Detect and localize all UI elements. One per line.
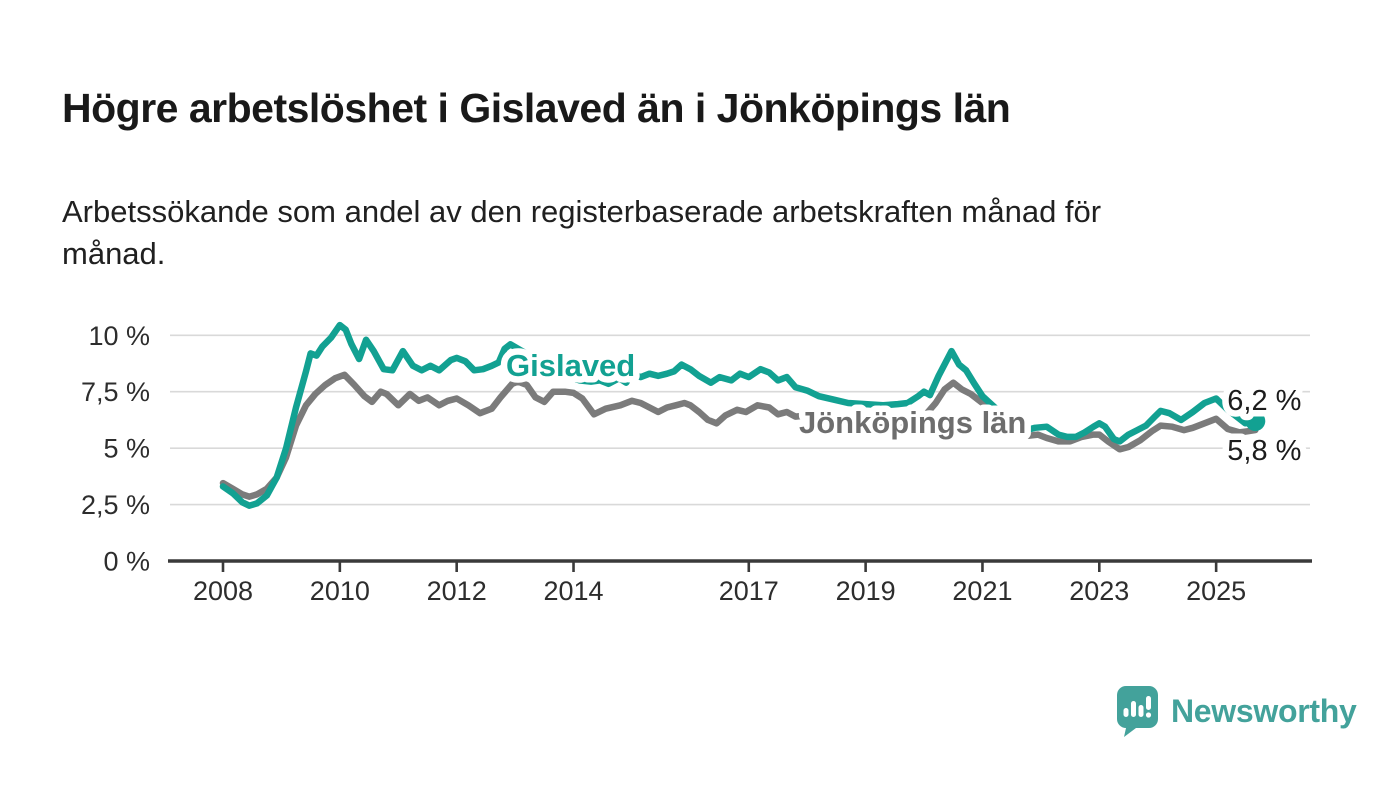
x-axis-tick-label: 2023 <box>1069 576 1129 606</box>
y-axis-tick-label: 7,5 % <box>81 377 150 407</box>
gislaved-series-label: Gislaved <box>506 348 635 383</box>
y-axis-tick-label: 2,5 % <box>81 490 150 520</box>
gislaved-line <box>219 321 1259 509</box>
y-axis-tick-label: 5 % <box>103 434 150 464</box>
logo-bars-icon <box>1123 696 1152 718</box>
gislaved-latest-value-label: 6,2 % <box>1227 385 1301 417</box>
x-axis-tick-label: 2014 <box>543 576 603 606</box>
j-nk-pings-l-n-line <box>219 371 1259 500</box>
x-axis-tick-label: 2017 <box>719 576 779 606</box>
y-axis-tick-label: 0 % <box>103 547 150 577</box>
jonkopings-latest-value-label: 5,8 % <box>1227 435 1301 467</box>
x-axis-tick-label: 2025 <box>1186 576 1246 606</box>
x-axis-tick-label: 2021 <box>952 576 1012 606</box>
x-axis-tick-label: 2019 <box>836 576 896 606</box>
x-axis-tick-label: 2012 <box>427 576 487 606</box>
chart-subtitle: Arbetssökande som andel av den registerb… <box>62 194 1102 271</box>
y-axis-tick-label: 10 % <box>88 321 150 351</box>
latest-point-dot <box>1245 411 1266 432</box>
newsworthy-logo-icon <box>1117 686 1158 737</box>
x-axis-tick-label: 2010 <box>310 576 370 606</box>
newsworthy-brand: Newsworthy <box>1171 692 1357 729</box>
logo-bubble <box>1117 686 1158 737</box>
jonkopings-lan-series-label: Jönköpings län <box>799 405 1026 440</box>
x-axis-tick-label: 2008 <box>193 576 253 606</box>
newsworthy-logo: Newsworthy <box>1114 684 1357 738</box>
page-title: Högre arbetslöshet i Gislaved än i Jönkö… <box>62 85 1011 132</box>
